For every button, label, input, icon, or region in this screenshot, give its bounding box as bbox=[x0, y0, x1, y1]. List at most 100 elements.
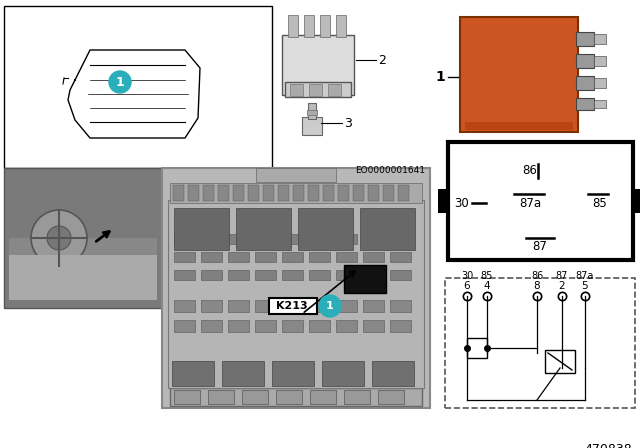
Text: 85: 85 bbox=[481, 271, 493, 281]
Text: 3: 3 bbox=[344, 116, 352, 129]
Text: 470838: 470838 bbox=[584, 443, 632, 448]
Bar bbox=[338, 185, 349, 201]
Bar bbox=[170, 388, 422, 406]
Bar bbox=[228, 320, 249, 332]
Bar bbox=[308, 103, 316, 119]
Bar bbox=[309, 300, 330, 312]
Bar bbox=[309, 320, 330, 332]
Bar bbox=[390, 320, 411, 332]
Bar bbox=[174, 252, 195, 262]
Bar bbox=[448, 142, 633, 260]
Bar bbox=[390, 300, 411, 312]
Text: 1: 1 bbox=[116, 76, 124, 89]
Bar bbox=[594, 78, 606, 88]
Bar bbox=[168, 200, 424, 388]
Bar bbox=[390, 234, 411, 244]
Bar bbox=[363, 234, 384, 244]
Bar bbox=[633, 189, 640, 213]
Bar bbox=[288, 15, 298, 37]
Bar bbox=[174, 390, 200, 404]
Bar bbox=[383, 185, 394, 201]
Bar bbox=[322, 361, 364, 386]
Bar bbox=[282, 320, 303, 332]
Text: 87a: 87a bbox=[576, 271, 594, 281]
Bar bbox=[309, 270, 330, 280]
Bar bbox=[308, 185, 319, 201]
Bar bbox=[282, 35, 354, 95]
Bar bbox=[242, 390, 268, 404]
Bar bbox=[594, 100, 606, 108]
Bar bbox=[272, 361, 314, 386]
Text: 87: 87 bbox=[532, 240, 547, 253]
Bar bbox=[222, 361, 264, 386]
Bar bbox=[298, 208, 353, 250]
Bar bbox=[309, 84, 322, 96]
Bar bbox=[282, 234, 303, 244]
Bar bbox=[594, 34, 606, 44]
Bar bbox=[545, 350, 575, 373]
Bar bbox=[255, 252, 276, 262]
Bar bbox=[201, 270, 222, 280]
Bar bbox=[248, 185, 259, 201]
Text: 2: 2 bbox=[378, 53, 386, 66]
Bar bbox=[320, 15, 330, 37]
Circle shape bbox=[47, 226, 71, 250]
Bar bbox=[460, 17, 578, 132]
Bar bbox=[228, 270, 249, 280]
Text: 1: 1 bbox=[326, 301, 334, 311]
Bar bbox=[398, 185, 409, 201]
Bar bbox=[390, 252, 411, 262]
Bar bbox=[576, 32, 594, 46]
Bar bbox=[233, 185, 244, 201]
Bar bbox=[363, 320, 384, 332]
Bar bbox=[368, 185, 379, 201]
Bar bbox=[208, 390, 234, 404]
Bar bbox=[290, 84, 303, 96]
Bar bbox=[285, 82, 351, 97]
Bar bbox=[372, 361, 414, 386]
Bar bbox=[344, 390, 370, 404]
Bar bbox=[576, 76, 594, 90]
Text: 6: 6 bbox=[464, 281, 470, 291]
Bar bbox=[363, 252, 384, 262]
Bar bbox=[236, 208, 291, 250]
Text: 30: 30 bbox=[461, 271, 473, 281]
Bar bbox=[336, 234, 357, 244]
Bar bbox=[201, 252, 222, 262]
Bar bbox=[172, 361, 214, 386]
Bar bbox=[255, 270, 276, 280]
Bar bbox=[174, 270, 195, 280]
Bar bbox=[228, 300, 249, 312]
Bar bbox=[174, 234, 195, 244]
Bar bbox=[310, 390, 336, 404]
Bar bbox=[282, 270, 303, 280]
Circle shape bbox=[319, 295, 341, 317]
FancyBboxPatch shape bbox=[269, 298, 317, 314]
Bar bbox=[304, 15, 314, 37]
Text: 30: 30 bbox=[454, 197, 469, 210]
Bar bbox=[594, 56, 606, 66]
Bar bbox=[363, 270, 384, 280]
Bar bbox=[378, 390, 404, 404]
Bar bbox=[445, 278, 635, 408]
Bar bbox=[9, 255, 157, 300]
Text: 87: 87 bbox=[556, 271, 568, 281]
Text: K213: K213 bbox=[276, 301, 308, 311]
Bar bbox=[263, 185, 274, 201]
Bar bbox=[344, 265, 386, 293]
Bar bbox=[353, 185, 364, 201]
Circle shape bbox=[31, 210, 87, 266]
Bar bbox=[4, 168, 162, 308]
Text: 85: 85 bbox=[593, 197, 607, 210]
Bar bbox=[328, 84, 341, 96]
Bar bbox=[309, 252, 330, 262]
Bar bbox=[336, 300, 357, 312]
Text: 8: 8 bbox=[534, 281, 540, 291]
Text: 2: 2 bbox=[559, 281, 565, 291]
Bar bbox=[228, 252, 249, 262]
Bar bbox=[255, 320, 276, 332]
Text: 86: 86 bbox=[523, 164, 538, 177]
Bar bbox=[336, 15, 346, 37]
Bar bbox=[465, 122, 573, 130]
Text: EO0000001641: EO0000001641 bbox=[355, 166, 425, 175]
